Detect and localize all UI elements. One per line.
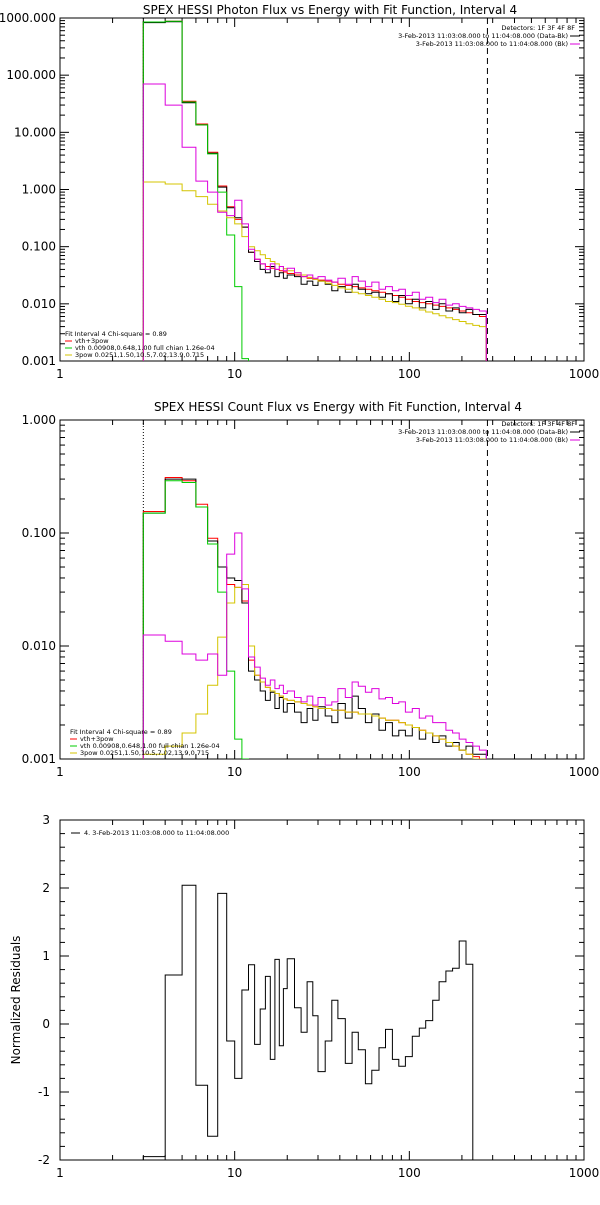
vth-line: [142, 480, 249, 759]
3pow-line: [142, 584, 487, 759]
x-tick-label: 10: [227, 1166, 242, 1180]
x-tick-label: 10: [227, 765, 242, 779]
y-tick-label: 1.000: [22, 413, 56, 427]
series-1-line: [142, 21, 487, 361]
vth-label-2: vth 0.00908,0.648,1.00 full chian 1.26e-…: [80, 742, 220, 750]
bk-label-2: 3-Feb-2013 11:03:08.000 to 11:04:08.000 …: [416, 436, 568, 444]
y-tick-label: 0.010: [22, 639, 56, 653]
y-tick-label: 0.100: [22, 240, 56, 254]
photon-flux-plot: 1 10 100 1000 0.001 0.010 0.100 1.000 10.000 100.…: [0, 11, 599, 381]
plot-frame: [59, 17, 585, 362]
data-bk-label-2: 3-Feb-2013 11:03:08.000 to 11:04:08.000 …: [398, 428, 568, 436]
pow-label: 3pow 0.0251,1.50,10.5,7.02,13.9,0.715: [75, 351, 204, 359]
y-tick-label: -1: [38, 1085, 50, 1099]
series-4-line: [142, 83, 487, 361]
x-tick-label: 1000: [569, 765, 600, 779]
y-tick-label: 3: [42, 813, 50, 827]
y-tick-label: 0: [42, 1017, 50, 1031]
pow-label-2: 3pow 0.0251,1.50,10.5,7.02,13.9,0.715: [80, 749, 209, 757]
y-tick-label: 0.010: [22, 297, 56, 311]
vth-3pow-line: [142, 477, 487, 759]
y-tick-label: 0.001: [22, 752, 56, 766]
data-bk-label: 3-Feb-2013 11:03:08.000 to 11:04:08.000 …: [398, 32, 568, 40]
fit-interval-label: Fit Interval 4 Chi-square = 0.89: [65, 330, 167, 338]
count-flux-legend: Fit Interval 4 Chi-square = 0.89 vth+3po…: [70, 728, 220, 757]
photon-flux-info: Detectors: 1F 3F 4F 8F 3-Feb-2013 11:03:…: [398, 24, 580, 48]
series-4-line: [142, 532, 487, 759]
x-tick-label: 10: [227, 367, 242, 381]
photon-flux-legend: Fit Interval 4 Chi-square = 0.89 vth+3po…: [65, 330, 215, 359]
photon-flux-panel: SPEX HESSI Photon Flux vs Energy with Fi…: [0, 3, 599, 381]
plot-frame: [59, 419, 585, 760]
y-tick-label: 100.000: [6, 68, 56, 82]
x-tick-label: 1000: [569, 1166, 600, 1180]
count-flux-panel: SPEX HESSI Count Flux vs Energy with Fit…: [22, 400, 600, 779]
x-tick-label: 100: [398, 765, 421, 779]
y-tick-label: 2: [42, 881, 50, 895]
x-tick-label: 1000: [569, 367, 600, 381]
y-tick-label: -2: [38, 1153, 50, 1167]
count-flux-plot: 1 10 100 1000 0.001 0.010 0.100 1.000: [22, 413, 600, 779]
residuals-plot: 1 10 100 1000 -2 -1 0 1 2 3: [38, 813, 599, 1180]
plot-frame: [59, 819, 585, 1161]
detectors-label-2: Detectors: 1F 3F 4F 8F: [501, 420, 575, 428]
4-3-feb-2013-11-03-08-000-to-11-04-08-000-line: [142, 884, 487, 1160]
count-flux-info: Detectors: 1F 3F 4F 8F 3-Feb-2013 11:03:…: [398, 420, 580, 444]
residuals-y-axis-title: Normalized Residuals: [9, 936, 23, 1065]
vth-line: [142, 20, 249, 361]
y-tick-label: 1: [42, 949, 50, 963]
y-tick-label: 10.000: [14, 125, 56, 139]
3pow-line: [142, 181, 487, 361]
photon-flux-title: SPEX HESSI Photon Flux vs Energy with Fi…: [143, 3, 517, 17]
detectors-label: Detectors: 1F 3F 4F 8F: [501, 24, 575, 32]
y-tick-label: 1.000: [22, 183, 56, 197]
residuals-legend: 4. 3-Feb-2013 11:03:08.000 to 11:04:08.0…: [71, 829, 229, 837]
fit-interval-label-2: Fit Interval 4 Chi-square = 0.89: [70, 728, 172, 736]
x-tick-label: 1: [56, 765, 64, 779]
x-tick-label: 1: [56, 1166, 64, 1180]
vth-3pow-line: [142, 20, 487, 361]
y-tick-label: 0.100: [22, 526, 56, 540]
series-1-line: [142, 478, 487, 759]
total-label-2: vth+3pow: [80, 735, 114, 743]
y-tick-label: 1000.000: [0, 11, 56, 25]
residual-legend-label: 4. 3-Feb-2013 11:03:08.000 to 11:04:08.0…: [84, 829, 229, 837]
count-flux-title: SPEX HESSI Count Flux vs Energy with Fit…: [154, 400, 522, 414]
total-label: vth+3pow: [75, 337, 109, 345]
bk-label: 3-Feb-2013 11:03:08.000 to 11:04:08.000 …: [416, 40, 568, 48]
x-tick-label: 1: [56, 367, 64, 381]
x-tick-label: 100: [398, 367, 421, 381]
x-tick-label: 100: [398, 1166, 421, 1180]
y-tick-label: 0.001: [22, 354, 56, 368]
vth-label: vth 0.00908,0.648,1.00 full chian 1.26e-…: [75, 344, 215, 352]
